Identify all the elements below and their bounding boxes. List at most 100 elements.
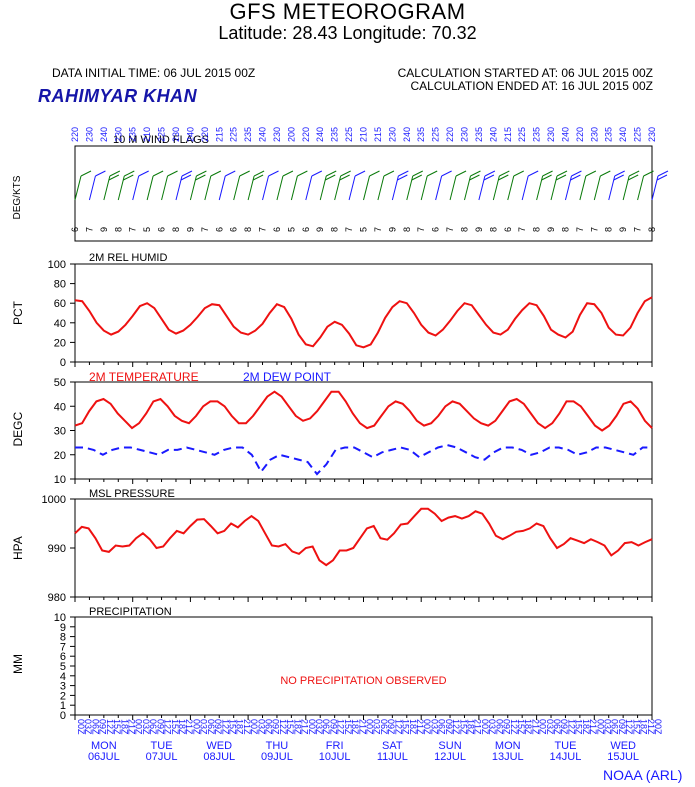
wind-barb-flag — [225, 170, 236, 177]
wind-speed-label: 7 — [445, 227, 455, 232]
wind-direction-label: 225 — [344, 127, 354, 142]
calculation-ended: CALCULATION ENDED AT: 16 JUL 2015 00Z — [410, 79, 653, 93]
hour-tick-label: 12Z — [566, 719, 576, 735]
wind-barb-flag — [527, 170, 539, 177]
y-tick-label: 990 — [48, 543, 66, 555]
temperature-series-line — [74, 390, 653, 432]
wind-barb-flag — [195, 174, 206, 181]
y-axis-label: HPA — [11, 536, 25, 560]
wind-barb-flag — [541, 174, 552, 181]
date-label: 09JUL — [261, 751, 293, 763]
y-tick-label: 80 — [54, 279, 66, 291]
wind-direction-label: 230 — [647, 127, 657, 142]
y-axis-label: PCT — [11, 300, 25, 325]
wind-barb-flag — [210, 170, 222, 177]
wind-barb-flag — [180, 174, 192, 181]
wind-barb-shaft — [377, 175, 385, 201]
wind-barb-flag — [412, 170, 423, 177]
y-axis-label: DEGC — [11, 411, 25, 446]
hour-tick-label: 09Z — [502, 719, 512, 735]
wind-direction-label: 215 — [214, 127, 224, 142]
hour-tick-label: 12Z — [509, 719, 519, 735]
hour-tick-label: 06Z — [321, 719, 331, 735]
hour-tick-label: 18Z — [523, 719, 533, 735]
hour-tick-label: 21Z — [357, 719, 367, 735]
wind-speed-label: 9 — [315, 227, 325, 232]
wind-barb-shaft — [507, 175, 515, 201]
wind-barb-flag — [239, 170, 250, 177]
wind-direction-label: 230 — [171, 127, 181, 142]
wind-direction-label: 235 — [330, 127, 340, 142]
wind-barb-flag — [600, 170, 611, 177]
wind-speed-label: 9 — [99, 227, 109, 232]
wind-direction-label: 235 — [474, 127, 484, 142]
y-tick-label: 8 — [60, 632, 66, 644]
hour-tick-label: 12Z — [393, 719, 403, 735]
wind-speed-label: 6 — [301, 227, 311, 232]
hour-tick-label: 15Z — [343, 719, 353, 735]
y-tick-label: 9 — [60, 622, 66, 634]
wind-speed-label: 7 — [84, 227, 94, 232]
hour-tick-label: 18Z — [177, 719, 187, 735]
wind-barb-flag — [469, 174, 480, 181]
wind-speed-label: 6 — [272, 227, 282, 232]
day-of-week-label: WED — [610, 740, 636, 752]
wind-speed-label: 8 — [488, 227, 498, 232]
wind-speed-label: 9 — [618, 227, 628, 232]
hour-tick-label: 15Z — [112, 719, 122, 735]
panel-frame-3 — [74, 498, 653, 598]
wind-direction-label: 240 — [185, 127, 195, 142]
wind-barb-shaft — [521, 175, 529, 201]
wind-speed-label: 9 — [546, 227, 556, 232]
wind-direction-label: 240 — [402, 127, 412, 142]
date-label: 06JUL — [88, 751, 120, 763]
wind-barb-flag — [470, 170, 481, 177]
hour-tick-label: 09Z — [213, 719, 223, 735]
wind-barb-flag — [167, 170, 178, 177]
hour-tick-label: 12Z — [163, 719, 173, 735]
day-of-week-label: MON — [495, 740, 521, 752]
wind-barb-flag — [426, 170, 438, 177]
wind-direction-label: 240 — [315, 127, 325, 142]
wind-speed-label: 9 — [387, 227, 397, 232]
day-of-week-label: TUE — [554, 740, 576, 752]
date-label: 11JUL — [377, 751, 408, 763]
hour-tick-label: 12Z — [451, 719, 461, 735]
wind-barb-flag — [542, 170, 553, 177]
wind-barb-flag — [571, 170, 582, 177]
wind-barb-shaft — [74, 175, 82, 201]
hour-tick-label: 06Z — [206, 719, 216, 735]
y-tick-label: 5 — [60, 661, 66, 673]
day-of-week-label: FRI — [326, 740, 344, 752]
wind-direction-label: 210 — [359, 127, 369, 142]
y-tick-label: 6 — [60, 651, 66, 663]
wind-barb-flag — [627, 174, 639, 181]
hour-tick-label: 15Z — [227, 719, 237, 735]
day-of-week-label: SUN — [438, 740, 461, 752]
hour-tick-label: 00Z — [307, 719, 317, 735]
hour-tick-label: 00Z — [134, 719, 144, 735]
date-label: 15JUL — [607, 751, 639, 763]
wind-barb-flag — [80, 170, 92, 177]
wind-speed-label: 6 — [214, 227, 224, 232]
wind-barb-shaft — [88, 175, 96, 201]
wind-barb-flag — [555, 174, 567, 181]
wind-speed-label: 5 — [359, 227, 369, 232]
wind-direction-label: 225 — [157, 127, 167, 142]
wind-barb-shaft — [579, 175, 587, 201]
wind-barb-flag — [398, 170, 409, 177]
wind-speed-label: 8 — [402, 227, 412, 232]
wind-speed-label: 8 — [330, 227, 340, 232]
hour-tick-label: 21Z — [242, 719, 252, 735]
wind-direction-label: 210 — [142, 127, 152, 142]
hour-tick-label: 21Z — [415, 719, 425, 735]
wind-barb-flag — [657, 170, 669, 177]
y-tick-label: 7 — [60, 641, 66, 653]
wind-barb-shaft — [276, 175, 284, 201]
hour-tick-label: 15Z — [516, 719, 526, 735]
wind-speed-label: 9 — [474, 227, 484, 232]
hour-tick-label: 03Z — [603, 719, 613, 735]
wind-barb-shaft — [262, 175, 270, 201]
hour-tick-label: 18Z — [465, 719, 475, 735]
wind-barb-shaft — [305, 175, 313, 201]
